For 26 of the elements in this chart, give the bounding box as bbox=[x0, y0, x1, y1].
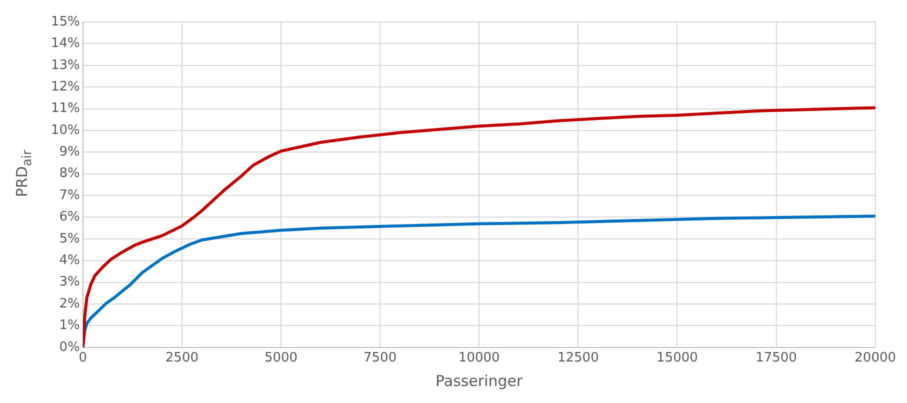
y-tick-label: 7% bbox=[59, 188, 80, 203]
x-tick-label: 10000 bbox=[458, 350, 500, 366]
y-tick-label: 10% bbox=[50, 122, 80, 138]
y-tick-label: 11% bbox=[50, 101, 80, 116]
x-tick-label: 17500 bbox=[756, 350, 797, 366]
y-tick-label: 13% bbox=[50, 58, 80, 73]
y-tick-label: 8% bbox=[59, 166, 80, 182]
x-tick-label: 7500 bbox=[364, 350, 397, 366]
x-tick-label: 20000 bbox=[854, 350, 896, 366]
y-tick-label: 1% bbox=[59, 318, 80, 334]
y-tick-label: 9% bbox=[59, 144, 80, 160]
y-tick-label: 14% bbox=[50, 36, 80, 52]
y-tick-label: 2% bbox=[59, 296, 80, 312]
y-tick-label: 15% bbox=[50, 14, 80, 30]
x-axis-title: Passeringer bbox=[436, 372, 524, 390]
x-tick-label: 15000 bbox=[656, 350, 698, 366]
x-tick-label: 0 bbox=[78, 350, 88, 366]
y-tick-label: 3% bbox=[59, 274, 80, 290]
y-tick-label: 4% bbox=[59, 253, 80, 268]
x-tick-label: 5000 bbox=[264, 350, 298, 366]
y-tick-label: 5% bbox=[59, 231, 80, 246]
x-tick-label: 2500 bbox=[165, 350, 198, 366]
x-tick-label: 12500 bbox=[557, 350, 599, 366]
y-tick-label: 12% bbox=[50, 79, 80, 94]
y-tick-label: 6% bbox=[59, 210, 80, 225]
y-tick-label: 0% bbox=[59, 340, 80, 355]
